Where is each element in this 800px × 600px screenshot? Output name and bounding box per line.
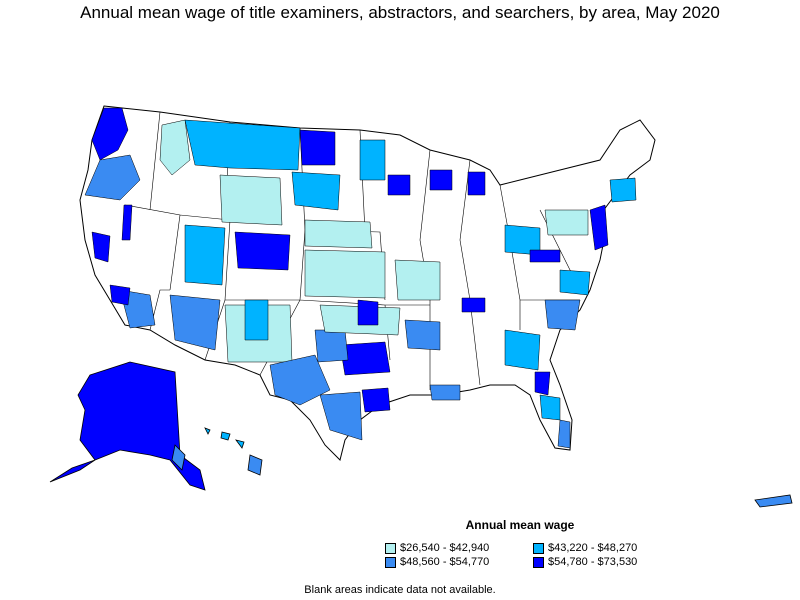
alaska xyxy=(49,361,206,491)
region-arizona xyxy=(169,294,221,351)
legend: Annual mean wage $26,540 - $42,940 $43,2… xyxy=(385,518,685,568)
region-georgia xyxy=(504,329,541,371)
region-colorado xyxy=(234,231,291,271)
region-florida-n xyxy=(534,371,551,396)
region-wv xyxy=(529,249,561,263)
legend-swatch xyxy=(533,542,544,554)
region-mn-west xyxy=(359,139,386,181)
region-missouri xyxy=(394,259,441,301)
region-texas-dfw xyxy=(339,341,391,376)
map-title: Annual mean wage of title examiners, abs… xyxy=(80,3,720,22)
legend-swatch xyxy=(385,556,396,568)
alaska-mainland xyxy=(77,361,206,491)
region-wyoming xyxy=(219,174,283,226)
alaska-panhandle xyxy=(171,444,186,471)
puerto-rico-island xyxy=(754,494,793,508)
region-mich xyxy=(467,171,486,196)
legend-label: $26,540 - $42,940 xyxy=(400,542,490,554)
region-sd xyxy=(291,171,341,211)
hawaii xyxy=(204,427,263,476)
region-houston xyxy=(361,387,391,413)
hawaii-island-1 xyxy=(204,427,211,435)
region-texas-south xyxy=(319,391,363,441)
region-kansas xyxy=(304,249,386,299)
wage-regions xyxy=(84,107,637,449)
legend-item: $43,220 - $48,270 xyxy=(533,542,683,554)
region-tenn xyxy=(461,297,486,313)
region-florida-s xyxy=(557,419,571,449)
region-pacific-nw xyxy=(91,107,129,161)
region-penn xyxy=(544,209,589,236)
region-nd xyxy=(299,129,336,166)
legend-label: $54,780 - $73,530 xyxy=(548,556,638,568)
region-florida-c xyxy=(539,394,561,421)
region-utah xyxy=(184,224,226,286)
region-minn xyxy=(387,174,411,196)
legend-swatch xyxy=(385,542,396,554)
region-texas-w xyxy=(269,354,331,406)
legend-items: $26,540 - $42,940 $43,220 - $48,270 $48,… xyxy=(385,542,685,568)
footnote: Blank areas indicate data not available. xyxy=(304,584,496,596)
region-louisiana xyxy=(429,384,461,401)
region-bay xyxy=(91,231,111,263)
alaska-peninsula xyxy=(49,459,96,483)
legend-swatch xyxy=(533,556,544,568)
puerto-rico xyxy=(754,494,793,508)
hawaii-island-3 xyxy=(235,439,245,449)
region-idaho xyxy=(159,119,191,176)
legend-item: $26,540 - $42,940 xyxy=(385,542,533,554)
region-la xyxy=(109,284,131,306)
region-montana xyxy=(184,119,301,171)
region-ne-corridor xyxy=(589,204,609,251)
legend-item: $54,780 - $73,530 xyxy=(533,556,683,568)
region-virginia xyxy=(559,269,591,296)
region-oregon xyxy=(84,154,141,201)
region-nevada-w xyxy=(121,204,133,241)
legend-label: $43,220 - $48,270 xyxy=(548,542,638,554)
legend-label: $48,560 - $54,770 xyxy=(400,556,490,568)
region-nm-south xyxy=(244,299,269,341)
region-carolina xyxy=(544,299,581,331)
hawaii-island-2 xyxy=(220,431,231,441)
legend-item: $48,560 - $54,770 xyxy=(385,556,533,568)
region-okc xyxy=(357,299,379,326)
region-wisc xyxy=(429,169,453,191)
region-nebraska xyxy=(304,219,373,249)
region-arkansas xyxy=(404,319,441,351)
region-texas-central xyxy=(314,329,349,363)
legend-title: Annual mean wage xyxy=(465,518,575,532)
hawaii-island-4 xyxy=(247,454,263,476)
region-new-england xyxy=(609,177,637,203)
